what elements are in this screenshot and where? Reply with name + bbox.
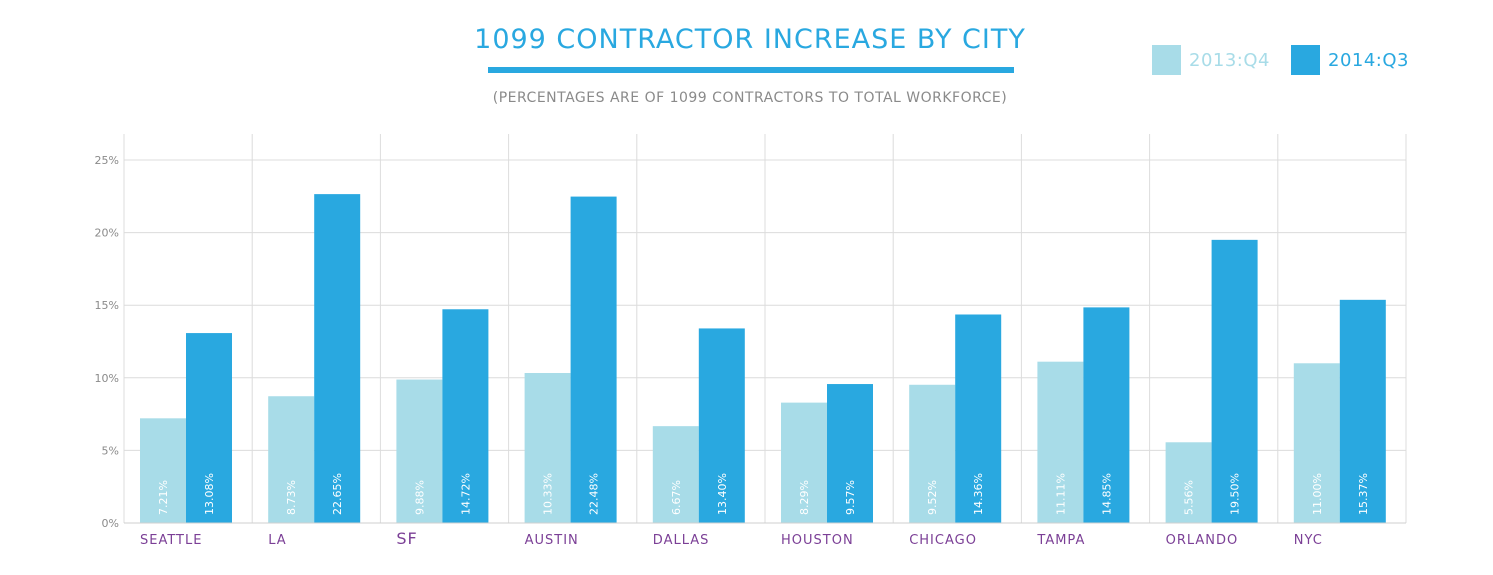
- y-tick-label: 10%: [95, 372, 119, 385]
- y-tick-label: 15%: [95, 299, 119, 312]
- bar-chicago-2014-q3: [955, 314, 1002, 523]
- legend: 2013:Q4 2014:Q3: [1152, 45, 1482, 77]
- bar-chicago-2013-q4: [909, 384, 956, 523]
- y-tick-label: 20%: [95, 227, 119, 240]
- bar-houston-2014-q3: [827, 384, 873, 523]
- chart-title: 1099 CONTRACTOR INCREASE BY CITY: [474, 24, 1026, 55]
- category-label-houston: HOUSTON: [781, 533, 854, 548]
- category-label-nyc: NYC: [1294, 533, 1323, 548]
- bar-value-label: 11.00%: [1311, 473, 1324, 515]
- bar-value-label: 5.56%: [1183, 480, 1196, 515]
- bar-nyc-2013-q4: [1293, 363, 1340, 523]
- bar-value-label: 22.65%: [331, 473, 344, 515]
- bar-seattle-2014-q3: [186, 333, 232, 523]
- bar-value-label: 13.08%: [203, 473, 216, 515]
- y-tick-label: 0%: [102, 517, 119, 530]
- bar-value-label: 14.72%: [459, 473, 472, 515]
- bar-tampa-2013-q4: [1037, 361, 1084, 523]
- bar-sf-2013-q4: [396, 379, 443, 523]
- category-label-austin: AUSTIN: [525, 533, 579, 548]
- bar-orlando-2014-q3: [1211, 239, 1258, 524]
- bar-value-label: 14.85%: [1100, 473, 1113, 515]
- y-tick-label: 5%: [102, 444, 119, 457]
- legend-swatch-2014-q3: [1291, 45, 1320, 75]
- bar-value-label: 7.21%: [157, 480, 170, 515]
- bar-orlando-2013-q4: [1165, 442, 1212, 523]
- chart-subtitle: (PERCENTAGES ARE OF 1099 CONTRACTORS TO …: [492, 90, 1008, 106]
- bar-value-label: 15.37%: [1357, 473, 1370, 515]
- bar-dallas-2013-q4: [652, 426, 699, 523]
- bar-sf-2014-q3: [442, 309, 489, 523]
- category-label-seattle: SEATTLE: [140, 533, 202, 548]
- category-label-la: LA: [268, 533, 286, 548]
- legend-label-2013-q4: 2013:Q4: [1189, 50, 1270, 71]
- bar-value-label: 6.67%: [670, 480, 683, 515]
- bar-dallas-2014-q3: [698, 328, 745, 523]
- bar-seattle-2013-q4: [140, 418, 186, 523]
- category-label-sf: SF: [396, 529, 417, 548]
- bar-austin-2013-q4: [524, 373, 571, 523]
- legend-label-2014-q3: 2014:Q3: [1328, 50, 1409, 71]
- bar-value-label: 22.48%: [588, 473, 601, 515]
- bar-value-label: 9.57%: [844, 480, 857, 515]
- bar-la-2013-q4: [268, 396, 315, 523]
- bar-houston-2013-q4: [781, 402, 827, 523]
- bar-value-label: 8.29%: [798, 480, 811, 515]
- bar-value-label: 9.88%: [413, 480, 426, 515]
- bar-value-label: 14.36%: [972, 473, 985, 515]
- bar-austin-2014-q3: [570, 196, 617, 523]
- bar-nyc-2014-q3: [1339, 299, 1386, 523]
- legend-swatch-2013-q4: [1152, 45, 1181, 75]
- y-tick-label: 25%: [95, 154, 119, 167]
- category-label-orlando: ORLANDO: [1166, 533, 1239, 548]
- category-label-tampa: TAMPA: [1036, 533, 1085, 548]
- bar-value-label: 19.50%: [1229, 473, 1242, 515]
- category-label-chicago: CHICAGO: [909, 533, 977, 548]
- category-label-dallas: DALLAS: [653, 533, 710, 548]
- bar-la-2014-q3: [314, 194, 361, 523]
- bar-value-label: 11.11%: [1054, 473, 1067, 515]
- bar-value-label: 13.40%: [716, 473, 729, 515]
- bar-value-label: 8.73%: [285, 480, 298, 515]
- bar-value-label: 9.52%: [926, 480, 939, 515]
- bar-value-label: 10.33%: [542, 473, 555, 515]
- title-underline: [488, 67, 1014, 73]
- bar-tampa-2014-q3: [1083, 307, 1130, 523]
